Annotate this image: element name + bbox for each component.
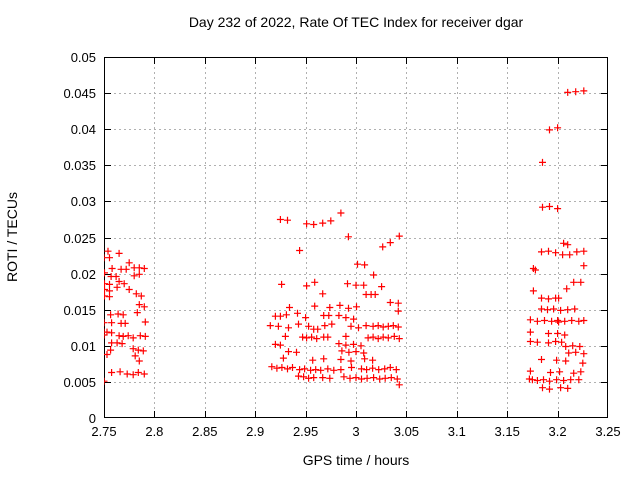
x-tick-label: 3.2 [548,424,567,439]
x-tick-label: 3 [352,424,360,439]
y-tick-label: 0.02 [70,266,96,282]
plot-canvas [100,57,608,418]
y-tick-label: 0 [88,411,96,426]
y-tick-label: 0.015 [63,302,96,318]
y-tick-label: 0.03 [70,194,96,210]
y-tick-label: 0.035 [63,158,96,174]
x-tick-label: 3.15 [494,424,520,439]
y-tick-label: 0.05 [70,50,96,65]
x-tick-label: 2.8 [145,424,164,439]
x-tick-label: 2.85 [192,424,218,439]
plot-border [104,57,608,418]
x-tick-label: 3.05 [393,424,420,439]
y-tick-label: 0.025 [63,230,96,246]
x-axis-label: GPS time / hours [302,452,410,468]
x-tick-label: 2.95 [292,424,319,439]
x-tick-label: 2.9 [246,424,265,439]
y-tick-label: 0.005 [63,374,96,390]
data-points [100,87,588,393]
y-tick-label: 0.045 [63,86,96,102]
x-tick-label: 3.25 [595,424,621,439]
y-tick-label: 0.04 [70,122,96,138]
y-tick-label: 0.01 [70,338,96,354]
plot-area [100,57,608,418]
x-tick-label: 3.1 [447,424,466,439]
chart-title: Day 232 of 2022, Rate Of TEC Index for r… [188,14,524,30]
x-tick-label: 2.75 [91,424,117,439]
